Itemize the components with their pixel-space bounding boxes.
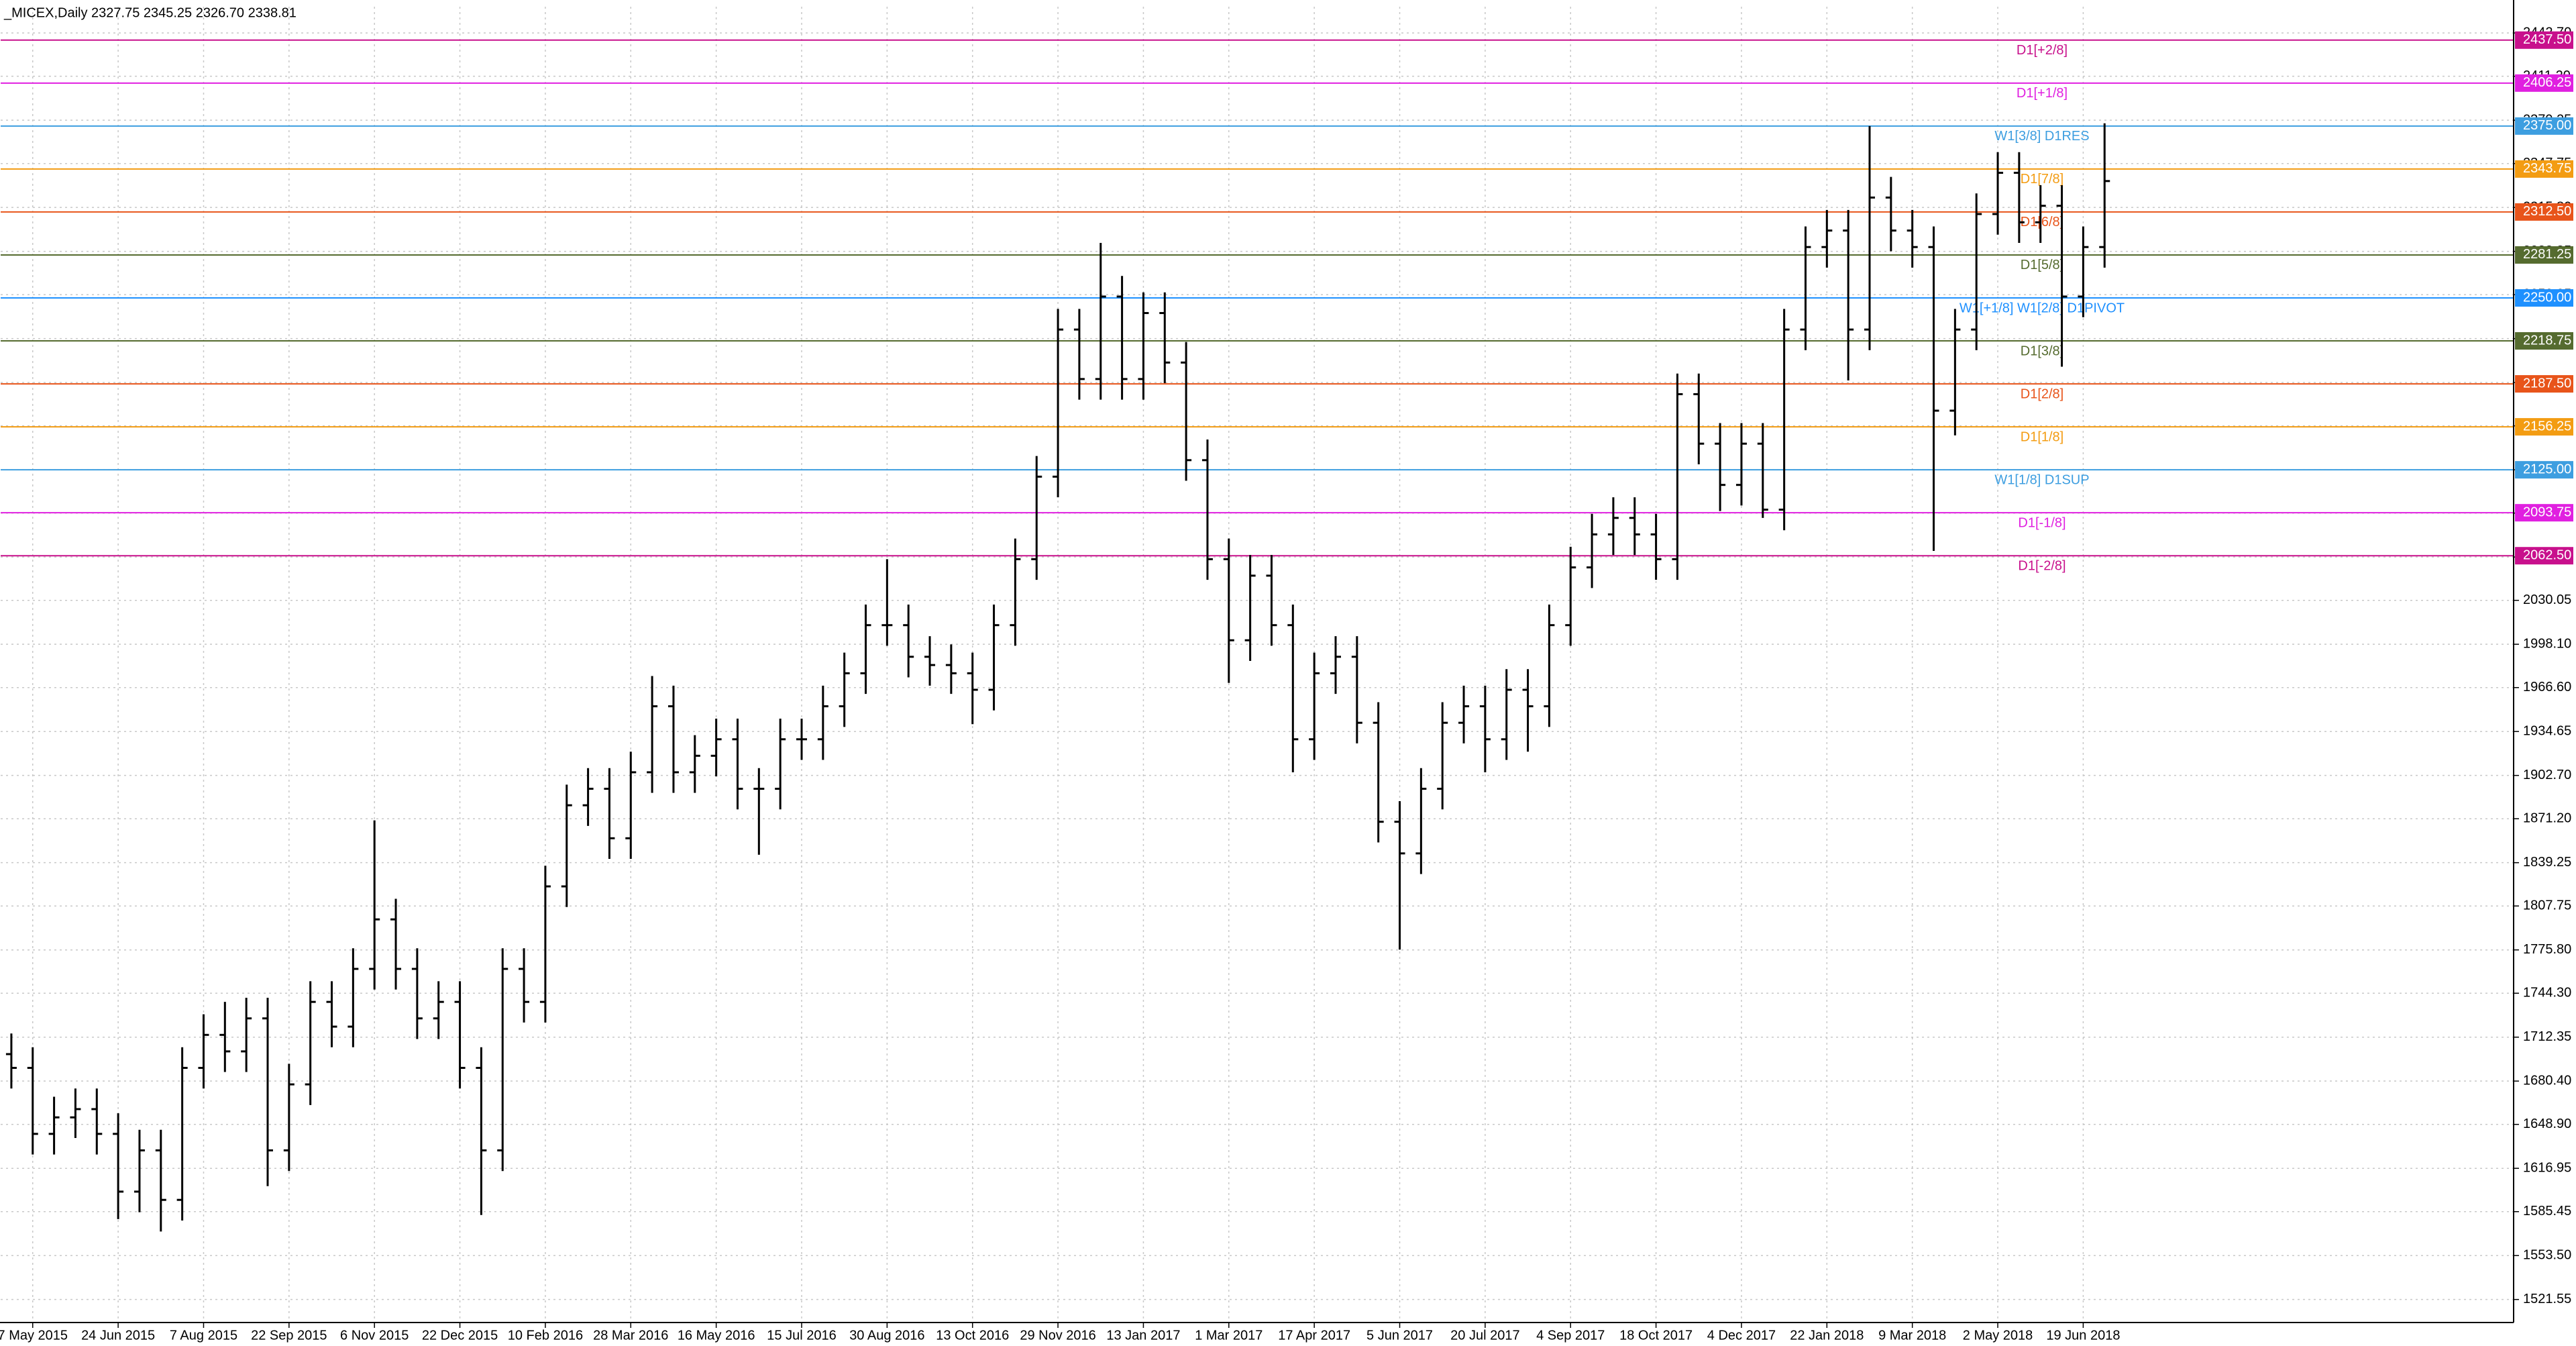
- x-tick-label: 6 Nov 2015: [340, 1328, 409, 1343]
- x-tick-label: 30 Aug 2016: [849, 1328, 924, 1343]
- level-name: D1[-1/8]: [2018, 515, 2065, 530]
- x-tick-label: 2 May 2018: [1963, 1328, 2033, 1343]
- level-name: D1[5/8]: [2021, 258, 2063, 272]
- bars: [5, 123, 2110, 1232]
- x-tick-label: 19 Jun 2018: [2046, 1328, 2120, 1343]
- y-tick-label: 1934.65: [2523, 723, 2571, 738]
- level-tag: [2515, 504, 2573, 522]
- y-tick-label: 1775.80: [2523, 942, 2571, 957]
- level-tag-label: 2312.50: [2523, 204, 2571, 219]
- level-tag-label: 2437.50: [2523, 32, 2571, 47]
- x-tick-label: 13 Oct 2016: [936, 1328, 1009, 1343]
- y-tick-label: 2030.05: [2523, 592, 2571, 607]
- x-tick-label: 1 Mar 2017: [1195, 1328, 1263, 1343]
- chart-title: _MICEX,Daily 2327.75 2345.25 2326.70 233…: [3, 5, 297, 20]
- level-tag-label: 2156.25: [2523, 419, 2571, 433]
- x-tick-label: 9 Mar 2018: [1878, 1328, 1946, 1343]
- x-tick-label: 16 May 2016: [678, 1328, 755, 1343]
- y-tick-label: 1998.10: [2523, 636, 2571, 651]
- level-tag-label: 2062.50: [2523, 548, 2571, 562]
- level-tag: [2515, 203, 2573, 221]
- level-tag: [2515, 418, 2573, 436]
- x-tick-label: 28 Mar 2016: [593, 1328, 668, 1343]
- y-tick-label: 1521.55: [2523, 1292, 2571, 1306]
- y-tick-label: 1839.25: [2523, 855, 2571, 870]
- x-tick-label: 18 Oct 2017: [1619, 1328, 1693, 1343]
- level-tag: [2515, 461, 2573, 479]
- y-tick-label: 1648.90: [2523, 1117, 2571, 1131]
- level-name: W1[3/8] D1RES: [1994, 129, 2089, 144]
- level-tag-label: 2125.00: [2523, 462, 2571, 476]
- x-tick-label: 7 Aug 2015: [170, 1328, 237, 1343]
- x-tick-label: 22 Dec 2015: [422, 1328, 498, 1343]
- x-tick-label: 17 Apr 2017: [1278, 1328, 1350, 1343]
- level-name: W1[1/8] D1SUP: [1994, 472, 2089, 487]
- y-tick-label: 1871.20: [2523, 811, 2571, 825]
- x-tick-label: 22 Jan 2018: [1790, 1328, 1864, 1343]
- x-tick-label: 7 May 2015: [0, 1328, 68, 1343]
- level-tag: [2515, 289, 2573, 307]
- level-tag: [2515, 332, 2573, 350]
- x-tick-label: 15 Jul 2016: [767, 1328, 836, 1343]
- y-tick-label: 1616.95: [2523, 1160, 2571, 1175]
- y-tick-label: 1744.30: [2523, 986, 2571, 1000]
- level-tag-label: 2250.00: [2523, 290, 2571, 305]
- level-name: D1[1/8]: [2021, 429, 2063, 444]
- y-tick-label: 1680.40: [2523, 1073, 2571, 1088]
- levels: D1[+2/8] D1[+1/8] W1[3/8] D1RES D1[7/8] D1[6…: [1, 39, 2514, 573]
- level-tag-label: 2375.00: [2523, 118, 2571, 133]
- level-tag-label: 2281.25: [2523, 247, 2571, 262]
- level-name: D1[6/8]: [2021, 215, 2063, 229]
- level-tag: [2515, 246, 2573, 264]
- level-tag-label: 2218.75: [2523, 333, 2571, 348]
- x-tick-label: 10 Feb 2016: [508, 1328, 583, 1343]
- level-tag: [2515, 31, 2573, 49]
- level-name: D1[-2/8]: [2018, 558, 2065, 573]
- level-tag-label: 2093.75: [2523, 505, 2571, 519]
- level-tag: [2515, 117, 2573, 135]
- level-tag-label: 2187.50: [2523, 376, 2571, 391]
- x-tick-label: 5 Jun 2017: [1366, 1328, 1433, 1343]
- level-tag: [2515, 375, 2573, 393]
- level-name: D1[+2/8]: [2017, 43, 2068, 58]
- level-name: D1[3/8]: [2021, 344, 2063, 358]
- y-tick-label: 1807.75: [2523, 898, 2571, 913]
- x-tick-label: 29 Nov 2016: [1020, 1328, 1095, 1343]
- level-name: D1[7/8]: [2021, 172, 2063, 187]
- level-name: D1[2/8]: [2021, 386, 2063, 401]
- level-tag-label: 2406.25: [2523, 75, 2571, 90]
- level-name: W1[+1/8] W1[2/8] D1PIVOT: [1960, 301, 2125, 315]
- x-tick-label: 20 Jul 2017: [1450, 1328, 1519, 1343]
- level-tag: [2515, 74, 2573, 92]
- x-tick-label: 13 Jan 2017: [1106, 1328, 1180, 1343]
- level-tag: [2515, 160, 2573, 178]
- x-tick-label: 4 Sep 2017: [1536, 1328, 1605, 1343]
- y-tick-label: 1902.70: [2523, 768, 2571, 782]
- y-tick-label: 1966.60: [2523, 680, 2571, 694]
- y-tick-label: 1553.50: [2523, 1247, 2571, 1262]
- y-tick-label: 1585.45: [2523, 1204, 2571, 1219]
- x-tick-label: 22 Sep 2015: [251, 1328, 327, 1343]
- x-tick-label: 24 Jun 2015: [81, 1328, 155, 1343]
- level-tag-label: 2343.75: [2523, 161, 2571, 176]
- x-tick-label: 4 Dec 2017: [1707, 1328, 1776, 1343]
- level-name: D1[+1/8]: [2017, 86, 2068, 101]
- y-tick-label: 1712.35: [2523, 1029, 2571, 1044]
- level-tag: [2515, 547, 2573, 565]
